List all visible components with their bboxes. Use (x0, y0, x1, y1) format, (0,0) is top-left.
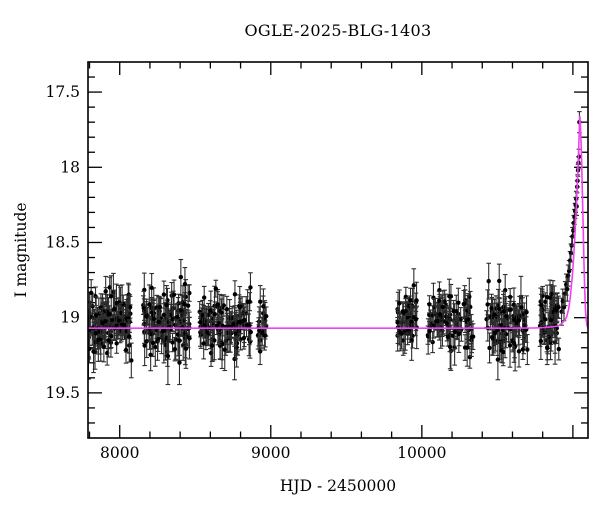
plot-border (87, 61, 589, 439)
minor-ticks (88, 62, 588, 438)
major-ticks (88, 62, 588, 438)
x-axis-label: HJD - 2450000 (279, 477, 397, 495)
svg-text:19: 19 (60, 309, 80, 327)
baseline-data-points (88, 258, 562, 386)
svg-text:19.5: 19.5 (45, 384, 80, 402)
svg-text:17.5: 17.5 (45, 83, 80, 101)
svg-text:10000: 10000 (397, 444, 446, 462)
chart-title: OGLE-2025-BLG-1403 (244, 21, 432, 40)
model-curve (88, 115, 588, 330)
svg-text:8000: 8000 (100, 444, 139, 462)
svg-text:18.5: 18.5 (45, 233, 80, 251)
svg-text:9000: 9000 (251, 444, 290, 462)
svg-text:18: 18 (60, 158, 80, 176)
x-tick-labels: 8000 9000 10000 (100, 444, 446, 462)
y-tick-labels: 17.5 18 18.5 19 19.5 (45, 83, 80, 402)
